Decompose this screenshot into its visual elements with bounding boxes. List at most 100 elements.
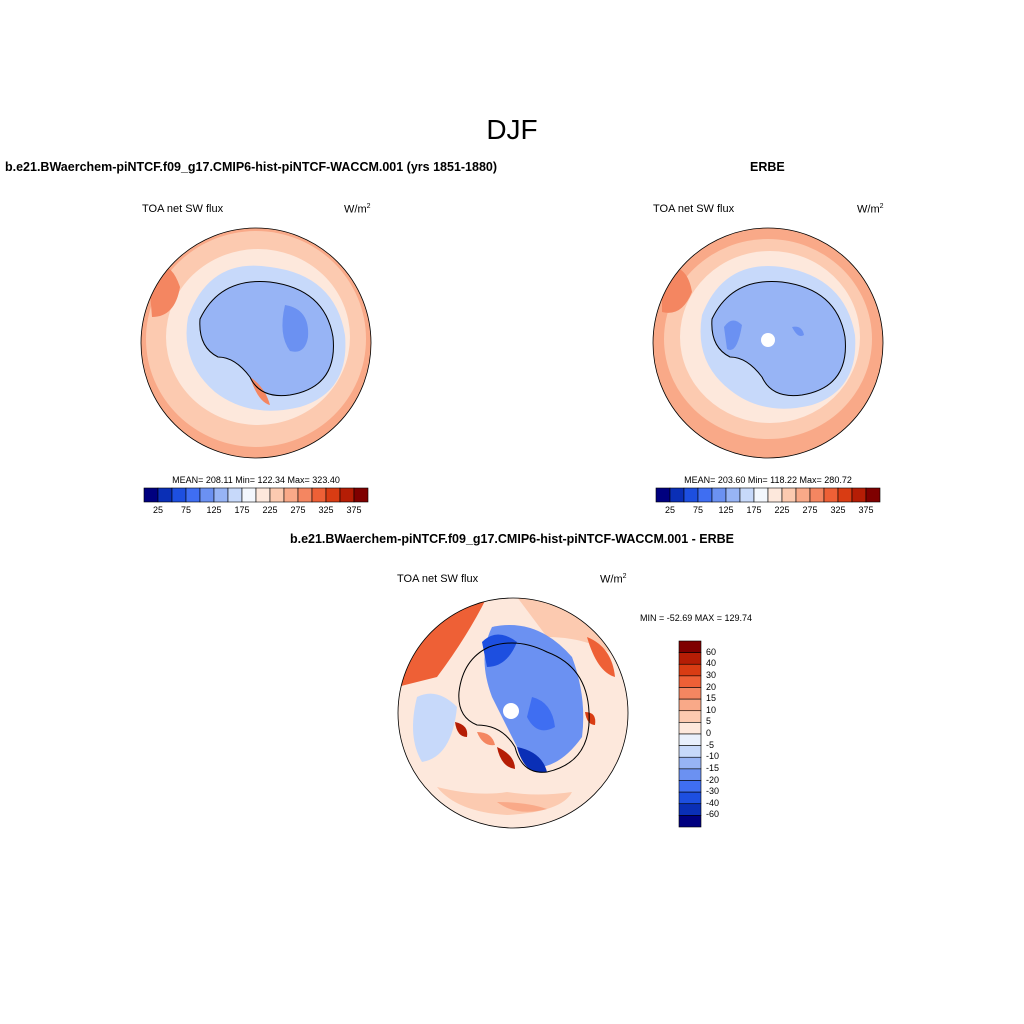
colorbar-tick-label: -20 <box>706 774 720 785</box>
colorbar-swatch <box>255 487 271 503</box>
colorbar-swatch <box>269 487 285 503</box>
colorbar-tick-label: 15 <box>706 693 717 704</box>
colorbar-tick-label: 275 <box>802 505 818 515</box>
colorbar-tick-label: -30 <box>706 786 720 797</box>
colorbar-tick-label: 60 <box>706 646 717 657</box>
colorbar-swatch <box>353 487 369 503</box>
colorbar-swatch <box>678 756 702 770</box>
colorbar-tick-label: 25 <box>152 505 163 515</box>
obs-variable-label: TOA net SW flux <box>653 203 735 215</box>
colorbar-tick-label: 275 <box>290 505 306 515</box>
colorbar-swatch <box>678 768 702 781</box>
colorbar-swatch <box>199 487 215 503</box>
figure-title: DJF <box>486 114 538 145</box>
model-colorbar <box>143 487 369 503</box>
colorbar-swatch <box>851 487 867 503</box>
colorbar-swatch <box>678 640 702 653</box>
diff-variable-label: TOA net SW flux <box>397 573 479 585</box>
diff-coastline <box>458 642 590 773</box>
colorbar-swatch <box>678 803 702 816</box>
model-panel-title: b.e21.BWaerchem-piNTCF.f09_g17.CMIP6-his… <box>5 160 498 174</box>
colorbar-swatch <box>325 487 341 503</box>
colorbar-tick-label: 10 <box>706 704 717 715</box>
colorbar-tick-label: 0 <box>706 728 712 738</box>
colorbar-swatch <box>311 487 327 503</box>
model-units-label: W/m2 <box>344 203 371 216</box>
colorbar-swatch <box>678 791 702 805</box>
diff-panel-title: b.e21.BWaerchem-piNTCF.f09_g17.CMIP6-his… <box>289 532 735 546</box>
colorbar-swatch <box>669 487 685 503</box>
colorbar-swatch <box>655 487 671 503</box>
colorbar-swatch <box>143 487 159 503</box>
obs-coastline <box>711 280 846 397</box>
obs-colorbar <box>655 487 881 503</box>
colorbar-swatch <box>823 487 839 503</box>
colorbar-swatch <box>767 487 783 503</box>
colorbar-tick-label: 225 <box>262 505 278 515</box>
colorbar-swatch <box>837 487 853 503</box>
colorbar-tick-label: 325 <box>318 505 334 515</box>
colorbar-swatch <box>185 487 201 503</box>
colorbar-tick-label: 325 <box>830 505 846 515</box>
colorbar-swatch <box>241 487 257 503</box>
obs-polar-map <box>652 227 884 459</box>
colorbar-swatch <box>865 487 881 503</box>
model-stats: MEAN= 208.11 Min= 122.34 Max= 323.40 <box>172 475 340 485</box>
colorbar-tick-label: 175 <box>234 505 250 515</box>
obs-panel-title: ERBE <box>750 160 785 174</box>
colorbar-swatch <box>678 698 702 712</box>
colorbar-tick-label: 375 <box>858 505 874 515</box>
colorbar-tick-label: 175 <box>746 505 762 515</box>
colorbar-swatch <box>678 733 702 746</box>
colorbar-swatch <box>795 487 811 503</box>
colorbar-swatch <box>725 487 741 503</box>
colorbar-swatch <box>711 487 727 503</box>
model-polar-map <box>140 227 372 459</box>
colorbar-swatch <box>171 487 187 503</box>
colorbar-swatch <box>753 487 769 503</box>
colorbar-tick-label: 20 <box>706 681 717 692</box>
colorbar-tick-label: 125 <box>718 505 734 515</box>
obs-units-label: W/m2 <box>857 203 884 216</box>
colorbar-tick-label: 375 <box>346 505 362 515</box>
colorbar-swatch <box>213 487 229 503</box>
diff-polar-map <box>397 597 629 829</box>
colorbar-tick-label: 225 <box>774 505 790 515</box>
colorbar-tick-label: 125 <box>206 505 222 515</box>
colorbar-tick-label: -5 <box>706 739 715 750</box>
colorbar-swatch <box>678 710 702 723</box>
colorbar-swatch <box>678 687 702 700</box>
diff-colorbar <box>678 640 702 828</box>
colorbar-swatch <box>339 487 355 503</box>
colorbar-swatch <box>739 487 755 503</box>
colorbar-swatch <box>697 487 713 503</box>
colorbar-swatch <box>283 487 299 503</box>
diff-units-label: W/m2 <box>600 573 627 586</box>
colorbar-swatch <box>678 675 702 688</box>
colorbar-tick-label: 5 <box>706 716 712 727</box>
diff-stats: MIN = -52.69 MAX = 129.74 <box>640 613 753 623</box>
colorbar-tick-label: -15 <box>706 762 720 773</box>
colorbar-tick-label: 40 <box>706 658 717 669</box>
model-coastline <box>199 280 334 397</box>
colorbar-swatch <box>678 780 702 793</box>
colorbar-swatch <box>678 722 702 735</box>
colorbar-tick-label: -60 <box>706 809 720 820</box>
colorbar-swatch <box>809 487 825 503</box>
colorbar-tick-label: 75 <box>180 505 191 515</box>
colorbar-tick-label: -10 <box>706 751 720 762</box>
colorbar-swatch <box>781 487 797 503</box>
obs-stats: MEAN= 203.60 Min= 118.22 Max= 280.72 <box>684 475 852 485</box>
colorbar-swatch <box>678 663 702 677</box>
colorbar-tick-label: -40 <box>706 797 720 808</box>
colorbar-swatch <box>683 487 699 503</box>
colorbar-tick-label: 75 <box>692 505 703 515</box>
colorbar-swatch <box>227 487 243 503</box>
colorbar-swatch <box>157 487 173 503</box>
colorbar-swatch <box>678 652 702 665</box>
colorbar-swatch <box>297 487 313 503</box>
colorbar-tick-label: 30 <box>706 669 717 680</box>
model-variable-label: TOA net SW flux <box>142 203 224 215</box>
colorbar-tick-label: 25 <box>664 505 675 515</box>
colorbar-swatch <box>678 745 702 758</box>
